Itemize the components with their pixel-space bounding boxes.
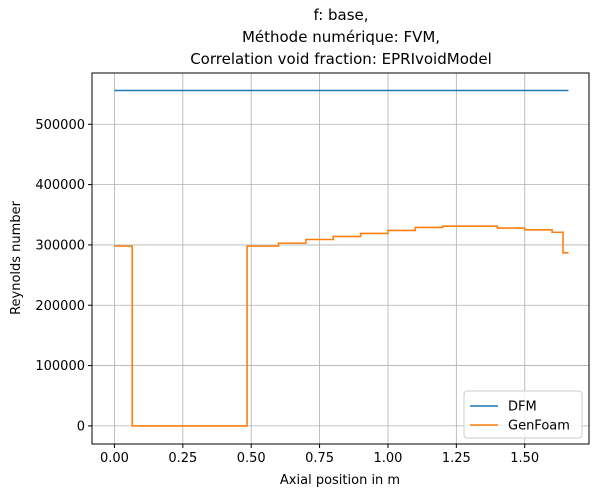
y-tick-label: 500000 — [35, 118, 85, 133]
x-tick-label: 1.00 — [373, 451, 402, 466]
x-tick-label: 0.50 — [237, 451, 266, 466]
x-tick-label: 1.25 — [442, 451, 471, 466]
grid — [92, 73, 589, 444]
series-layer — [114, 89, 569, 427]
legend-box — [463, 390, 583, 439]
chart-title-line-1: f: base, — [313, 6, 368, 24]
legend: DFM GenFoam — [463, 390, 583, 439]
y-tick-label: 300000 — [35, 238, 85, 253]
x-tick-label: 0.00 — [100, 451, 129, 466]
x-axis-ticks: 0.00 0.25 0.50 0.75 1.00 1.25 1.50 — [100, 444, 539, 466]
x-tick-label: 0.75 — [305, 451, 334, 466]
y-axis-label: Reynolds number — [9, 200, 24, 314]
x-tick-label: 1.50 — [510, 451, 539, 466]
y-tick-label: 200000 — [35, 299, 85, 314]
y-axis-ticks: 0 100000 200000 300000 400000 500000 — [35, 118, 92, 434]
legend-label-genfoam: GenFoam — [508, 419, 570, 434]
y-tick-label: 400000 — [35, 178, 85, 193]
chart-title-line-3: Correlation void fraction: EPRIvoidModel — [190, 50, 492, 68]
x-tick-label: 0.25 — [168, 451, 197, 466]
plot-frame — [91, 72, 590, 445]
series-line-genfoam — [114, 225, 569, 427]
chart-title-line-2: Méthode numérique: FVM, — [242, 28, 440, 46]
legend-label-dfm: DFM — [508, 400, 537, 415]
y-tick-label: 0 — [77, 419, 85, 434]
x-axis-label: Axial position in m — [280, 473, 400, 488]
y-tick-label: 100000 — [35, 359, 85, 374]
